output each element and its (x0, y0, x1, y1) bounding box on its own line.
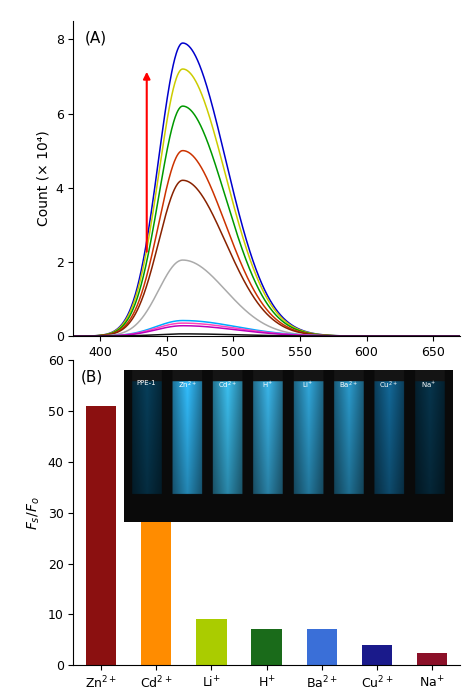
Bar (86, 406, 116, 665)
Bar (141, 490, 172, 665)
Bar (417, 653, 447, 665)
Text: (B): (B) (81, 369, 103, 385)
Text: (A): (A) (85, 30, 107, 45)
Bar (251, 629, 282, 665)
Y-axis label: Count (× 10⁴): Count (× 10⁴) (36, 130, 50, 227)
Bar (196, 619, 227, 665)
X-axis label: Wavelength (nm): Wavelength (nm) (207, 365, 327, 378)
Y-axis label: $F_s / F_o$: $F_s / F_o$ (26, 496, 42, 529)
Bar (307, 629, 337, 665)
Bar (362, 645, 392, 665)
